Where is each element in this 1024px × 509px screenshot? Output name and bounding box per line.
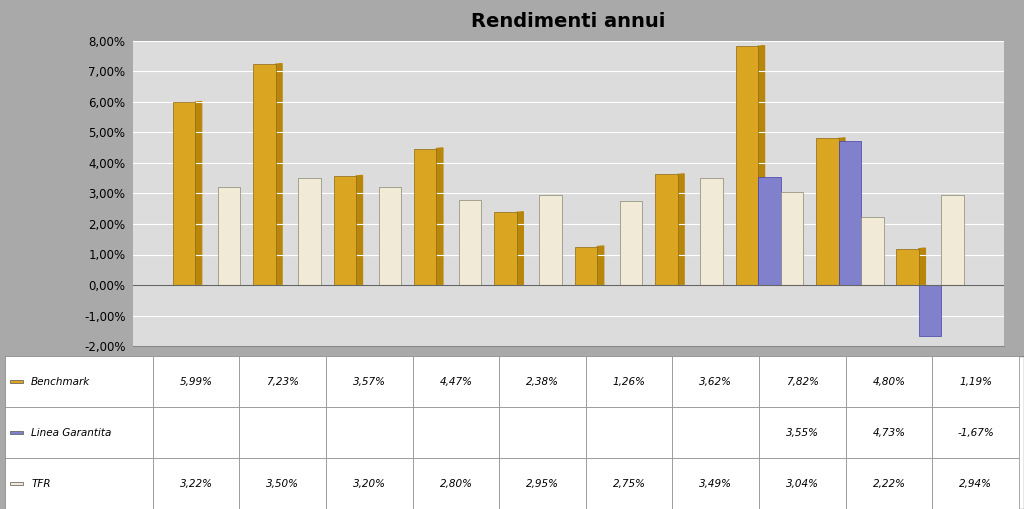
Bar bbox=[10, 380, 24, 383]
Bar bbox=[218, 187, 241, 285]
Title: Rendimenti annui: Rendimenti annui bbox=[471, 12, 666, 31]
Bar bbox=[413, 356, 500, 407]
Bar bbox=[846, 407, 932, 458]
Bar bbox=[932, 458, 1019, 509]
Bar bbox=[173, 102, 196, 285]
Bar bbox=[780, 192, 803, 285]
Text: 2,94%: 2,94% bbox=[959, 478, 992, 489]
Text: 3,62%: 3,62% bbox=[699, 377, 732, 387]
Bar bbox=[846, 458, 932, 509]
Polygon shape bbox=[758, 46, 765, 285]
Text: Linea Garantita: Linea Garantita bbox=[31, 428, 112, 438]
Bar bbox=[586, 458, 673, 509]
Polygon shape bbox=[678, 174, 684, 285]
Text: 3,57%: 3,57% bbox=[353, 377, 386, 387]
Bar bbox=[10, 431, 24, 434]
Text: 3,20%: 3,20% bbox=[353, 478, 386, 489]
Bar bbox=[153, 458, 240, 509]
Text: 3,50%: 3,50% bbox=[266, 478, 299, 489]
Text: 3,22%: 3,22% bbox=[179, 478, 213, 489]
Text: 7,82%: 7,82% bbox=[785, 377, 819, 387]
Text: 4,80%: 4,80% bbox=[872, 377, 905, 387]
Polygon shape bbox=[436, 148, 442, 285]
Bar bbox=[414, 149, 436, 285]
Bar bbox=[700, 179, 723, 285]
Bar bbox=[758, 177, 780, 285]
Bar bbox=[932, 407, 1019, 458]
Bar bbox=[334, 176, 356, 285]
Bar bbox=[459, 200, 481, 285]
Bar bbox=[153, 407, 240, 458]
Bar bbox=[574, 246, 597, 285]
Bar bbox=[586, 356, 673, 407]
Bar bbox=[586, 407, 673, 458]
Bar bbox=[896, 249, 919, 285]
Text: 4,47%: 4,47% bbox=[439, 377, 472, 387]
Polygon shape bbox=[839, 138, 845, 285]
Bar bbox=[759, 356, 846, 407]
Text: 2,80%: 2,80% bbox=[439, 478, 472, 489]
Polygon shape bbox=[356, 176, 362, 285]
Bar bbox=[816, 138, 839, 285]
Bar bbox=[240, 407, 326, 458]
Bar bbox=[326, 458, 413, 509]
Text: 4,73%: 4,73% bbox=[872, 428, 905, 438]
Bar bbox=[932, 356, 1019, 407]
Text: 7,23%: 7,23% bbox=[266, 377, 299, 387]
Bar bbox=[655, 175, 678, 285]
Bar bbox=[735, 46, 758, 285]
Bar bbox=[846, 356, 932, 407]
Text: 1,19%: 1,19% bbox=[959, 377, 992, 387]
Bar bbox=[673, 407, 759, 458]
Text: 3,49%: 3,49% bbox=[699, 478, 732, 489]
Bar bbox=[759, 458, 846, 509]
Bar bbox=[861, 217, 884, 285]
Bar bbox=[240, 356, 326, 407]
Bar bbox=[673, 356, 759, 407]
Bar bbox=[500, 407, 586, 458]
Bar bbox=[240, 458, 326, 509]
Bar bbox=[5, 458, 153, 509]
Bar bbox=[620, 201, 642, 285]
Bar bbox=[540, 195, 562, 285]
Text: 3,04%: 3,04% bbox=[785, 478, 819, 489]
Polygon shape bbox=[919, 248, 926, 285]
Bar bbox=[10, 482, 24, 485]
Bar bbox=[413, 407, 500, 458]
Bar bbox=[500, 458, 586, 509]
Polygon shape bbox=[275, 64, 282, 285]
Bar bbox=[839, 140, 861, 285]
Text: 2,95%: 2,95% bbox=[526, 478, 559, 489]
Text: 2,38%: 2,38% bbox=[526, 377, 559, 387]
Polygon shape bbox=[517, 212, 523, 285]
Text: 2,75%: 2,75% bbox=[612, 478, 646, 489]
Bar bbox=[298, 178, 321, 285]
Text: 5,99%: 5,99% bbox=[179, 377, 213, 387]
Text: 2,22%: 2,22% bbox=[872, 478, 905, 489]
Bar bbox=[326, 407, 413, 458]
Text: 1,26%: 1,26% bbox=[612, 377, 646, 387]
Bar bbox=[153, 356, 240, 407]
Bar bbox=[673, 458, 759, 509]
Bar bbox=[495, 212, 517, 285]
Polygon shape bbox=[196, 101, 202, 285]
Text: 3,55%: 3,55% bbox=[785, 428, 819, 438]
Bar bbox=[919, 285, 941, 336]
Bar bbox=[379, 187, 401, 285]
Bar bbox=[5, 407, 153, 458]
Bar bbox=[941, 195, 964, 285]
Bar bbox=[759, 407, 846, 458]
Bar bbox=[253, 64, 275, 285]
Text: Benchmark: Benchmark bbox=[31, 377, 90, 387]
Bar bbox=[326, 356, 413, 407]
Bar bbox=[500, 356, 586, 407]
Polygon shape bbox=[597, 246, 604, 285]
Bar bbox=[413, 458, 500, 509]
Text: TFR: TFR bbox=[31, 478, 51, 489]
Text: -1,67%: -1,67% bbox=[957, 428, 994, 438]
Bar bbox=[5, 356, 153, 407]
